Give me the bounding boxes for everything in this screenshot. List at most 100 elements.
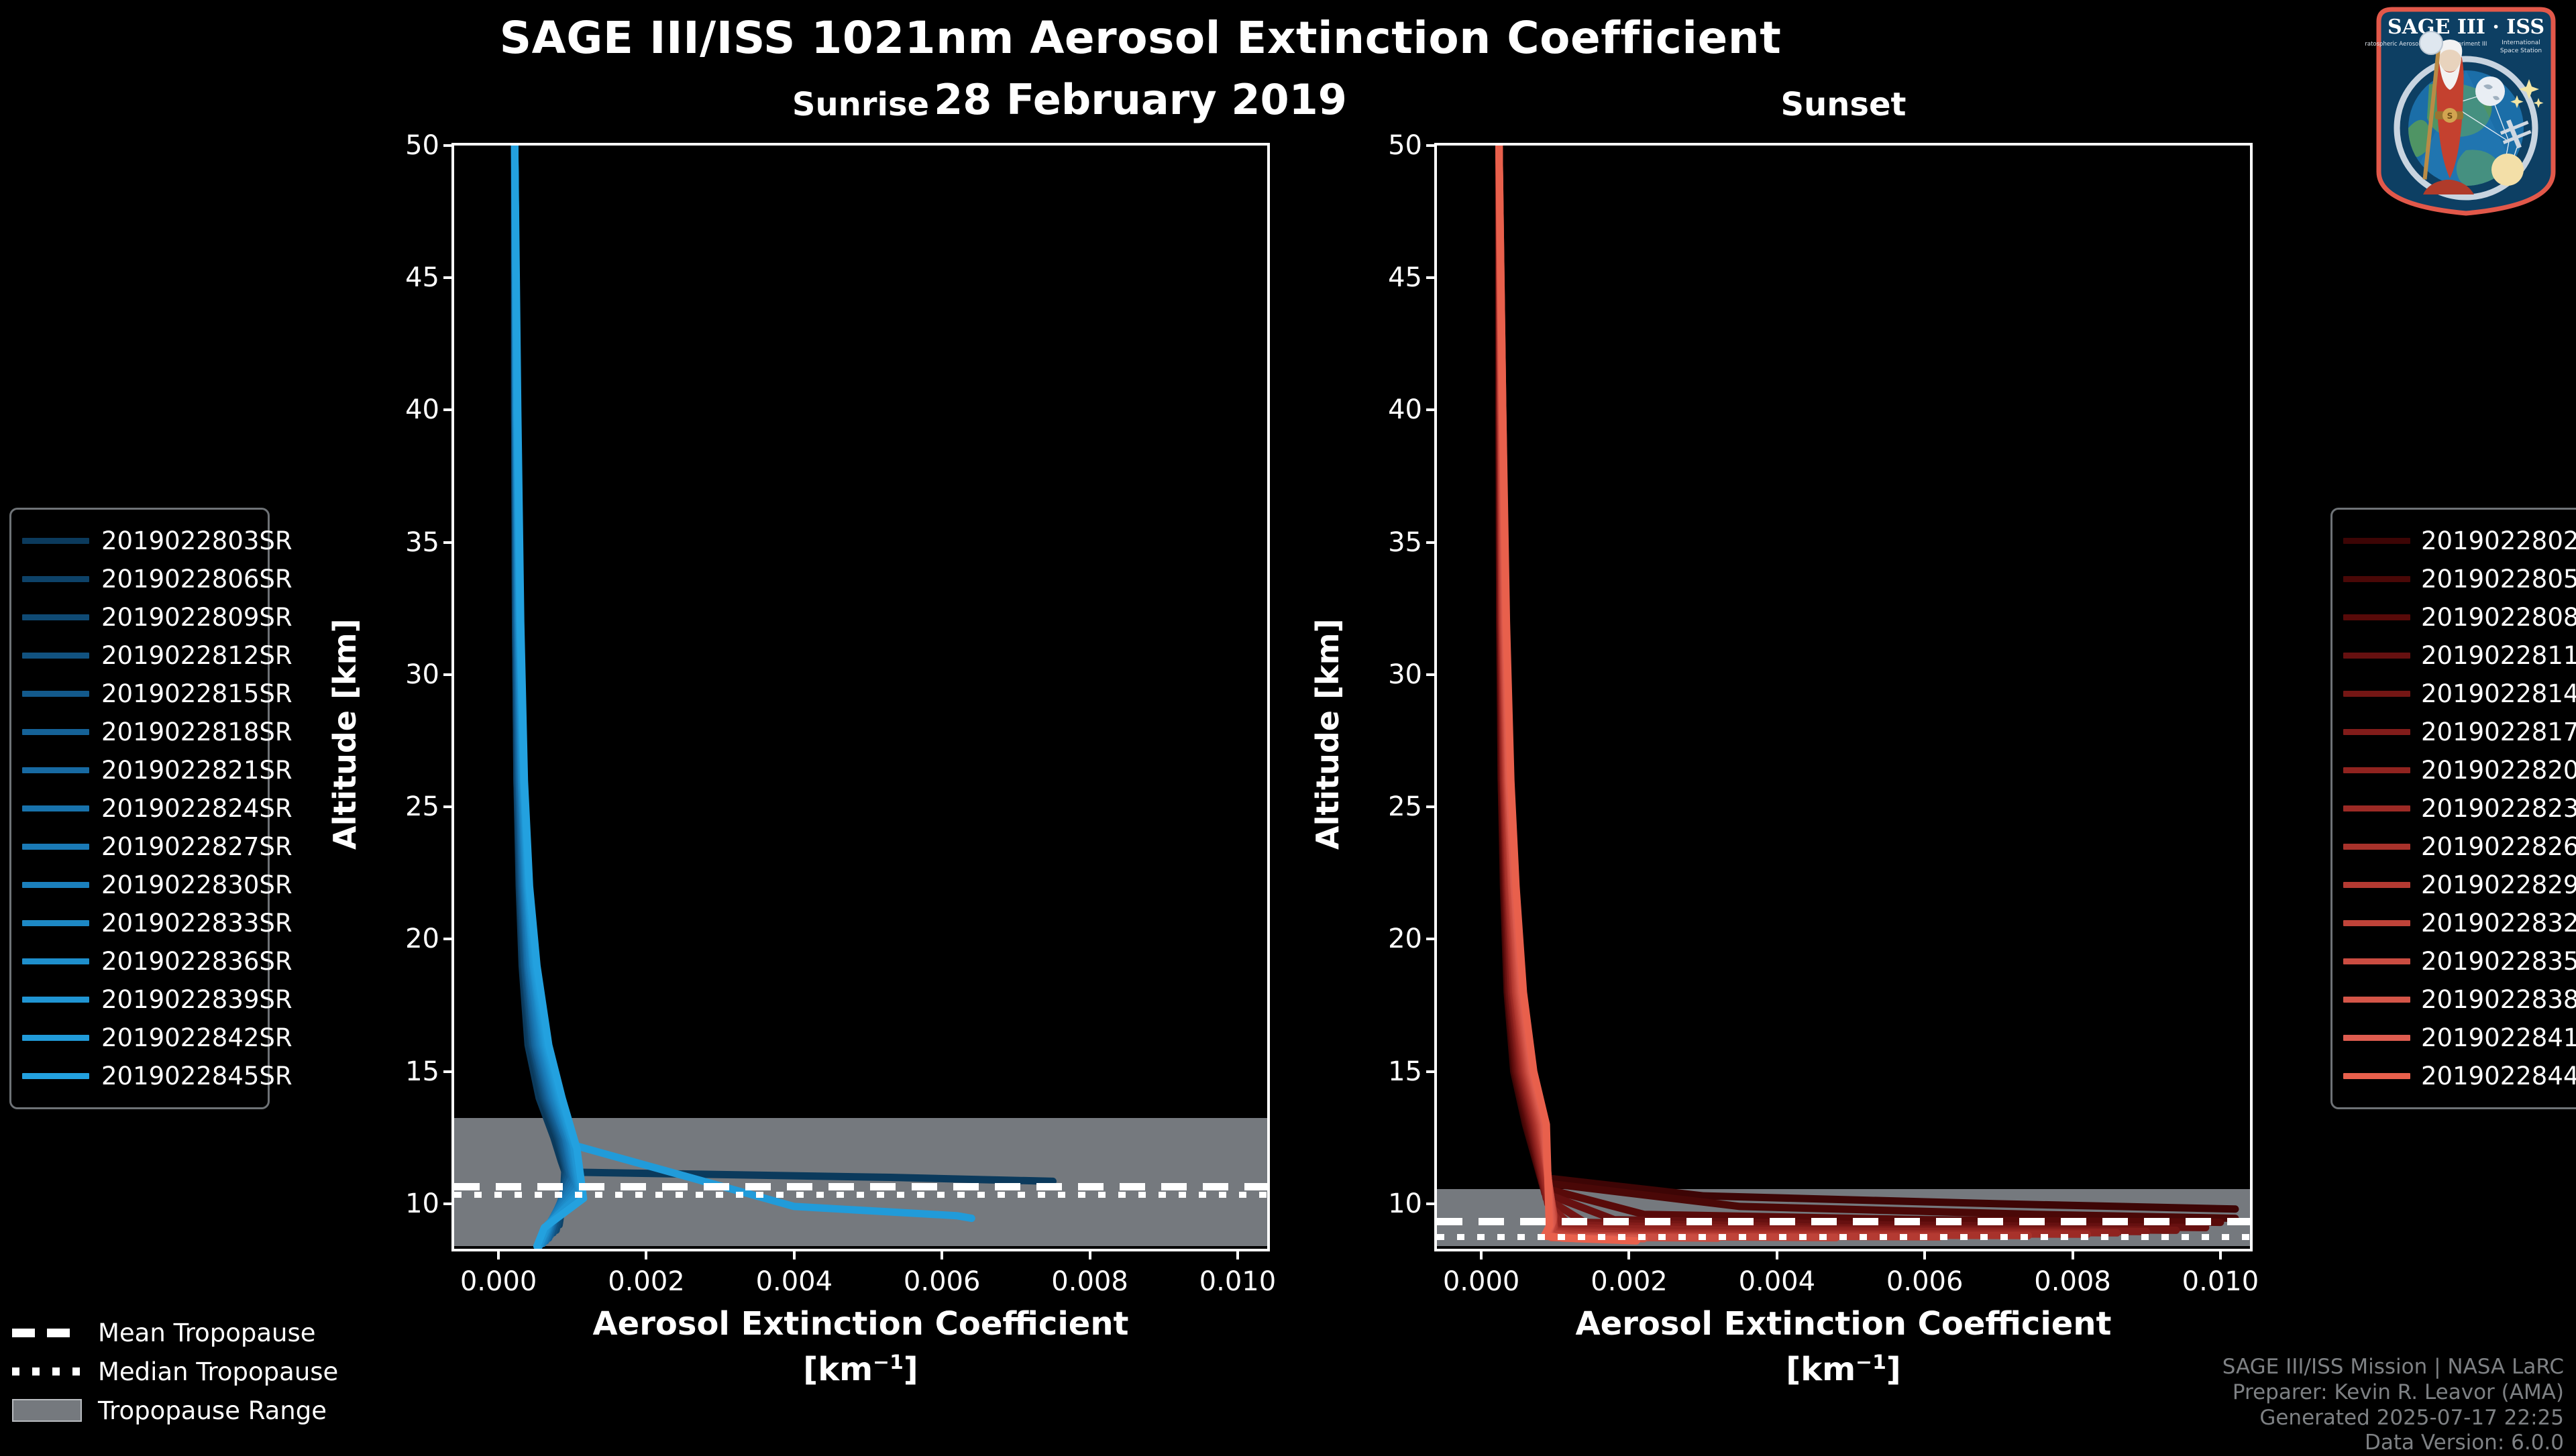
legend-color-swatch <box>2343 653 2410 659</box>
legend-item-label: 2019022833SR <box>101 909 292 938</box>
legend-item[interactable]: 2019022824SR <box>22 789 292 828</box>
legend-color-swatch <box>22 805 89 811</box>
legend-color-swatch <box>2343 844 2410 850</box>
y-tick-mark <box>443 276 454 280</box>
legend-item[interactable]: 2019022812SR <box>22 636 292 675</box>
data-series-line <box>1495 146 2239 1223</box>
legend-color-swatch <box>2343 614 2410 620</box>
legend-item-label: 2019022814SS <box>2421 679 2576 708</box>
legend-item[interactable]: 2019022814SS <box>2343 675 2576 713</box>
legend-item-label: 2019022818SR <box>101 718 292 746</box>
legend-color-swatch <box>22 576 89 582</box>
y-tick-mark <box>1426 1070 1437 1073</box>
x-tick-mark <box>941 1249 944 1259</box>
legend-item[interactable]: 2019022829SS <box>2343 866 2576 904</box>
legend-color-swatch <box>22 882 89 888</box>
legend-item[interactable]: 2019022830SR <box>22 866 292 904</box>
legend-item[interactable]: 2019022805SS <box>2343 560 2576 598</box>
legend-item-label: 2019022815SR <box>101 679 292 708</box>
legend-item[interactable]: 2019022827SR <box>22 828 292 866</box>
legend-color-swatch <box>22 1073 89 1079</box>
y-tick-label: 40 <box>1388 394 1422 426</box>
x-tick-label: 0.000 <box>1442 1266 1520 1297</box>
legend-color-swatch <box>2343 576 2410 582</box>
y-tick-mark <box>1426 938 1437 941</box>
y-tick-label: 20 <box>1388 923 1422 955</box>
legend-item[interactable]: 2019022809SR <box>22 598 292 636</box>
y-tick-label: 20 <box>405 923 439 955</box>
legend-item[interactable]: 2019022841SS <box>2343 1019 2576 1057</box>
y-tick-mark <box>1426 673 1437 676</box>
x-tick-mark <box>1480 1249 1483 1259</box>
legend-item-label: 2019022820SS <box>2421 756 2576 785</box>
tropopause-legend-item: Tropopause Range <box>12 1391 361 1430</box>
legend-item-label: 2019022806SR <box>101 565 292 594</box>
legend-item[interactable]: 2019022835SS <box>2343 942 2576 981</box>
tropopause-legend-label: Tropopause Range <box>98 1396 327 1425</box>
y-tick-label: 30 <box>405 659 439 690</box>
data-series-line <box>1495 146 2224 1227</box>
data-series-line <box>1495 146 1943 1241</box>
svg-text:Space Station: Space Station <box>2500 48 2542 54</box>
legend-item[interactable]: 2019022817SS <box>2343 713 2576 751</box>
y-tick-mark <box>443 408 454 412</box>
legend-item-label: 2019022832SS <box>2421 909 2576 938</box>
page-title: SAGE III/ISS 1021nm Aerosol Extinction C… <box>499 12 1782 64</box>
series-layer <box>511 146 1057 1249</box>
footer-metadata: SAGE III/ISS Mission | NASA LaRC Preparer… <box>2222 1355 2564 1456</box>
sunset-plot-area <box>1437 146 2250 1249</box>
legend-color-swatch <box>22 767 89 773</box>
legend-color-swatch <box>22 538 89 544</box>
y-tick-mark <box>443 1202 454 1205</box>
legend-item-label: 2019022836SR <box>101 947 292 976</box>
mean-tropopause-line <box>454 1183 1267 1191</box>
legend-item[interactable]: 2019022806SR <box>22 560 292 598</box>
x-tick-label: 0.004 <box>1738 1266 1816 1297</box>
legend-item[interactable]: 2019022823SS <box>2343 789 2576 828</box>
y-tick-mark <box>1426 408 1437 412</box>
legend-item[interactable]: 2019022820SS <box>2343 751 2576 789</box>
legend-item[interactable]: 2019022838SS <box>2343 981 2576 1019</box>
y-tick-label: 35 <box>405 526 439 558</box>
legend-item[interactable]: 2019022845SR <box>22 1057 292 1095</box>
x-axis-label: Aerosol Extinction Coefficient <box>592 1305 1129 1343</box>
y-tick-label: 25 <box>1388 791 1422 823</box>
y-axis-label: Altitude [km] <box>1309 618 1346 850</box>
x-axis-units: [km−1] <box>803 1351 918 1388</box>
y-tick-mark <box>443 1070 454 1073</box>
median-tropopause-line <box>1437 1234 2250 1241</box>
y-tick-label: 15 <box>405 1056 439 1087</box>
y-tick-mark <box>1426 276 1437 280</box>
legend-item[interactable]: 2019022821SR <box>22 751 292 789</box>
y-tick-mark <box>1426 144 1437 147</box>
date-subtitle: 28 February 2019 <box>934 75 1347 124</box>
tropopause-range-band <box>454 1117 1267 1247</box>
legend-item[interactable]: 2019022815SR <box>22 675 292 713</box>
legend-item[interactable]: 2019022836SR <box>22 942 292 981</box>
mean-tropopause-line <box>1437 1217 2250 1225</box>
left-panel-title: Sunrise <box>792 86 930 123</box>
y-tick-mark <box>443 541 454 544</box>
legend-item[interactable]: 2019022826SS <box>2343 828 2576 866</box>
legend-item[interactable]: 2019022808SS <box>2343 598 2576 636</box>
legend-color-swatch <box>2343 920 2410 926</box>
legend-item[interactable]: 2019022803SR <box>22 522 292 560</box>
x-tick-label: 0.008 <box>2034 1266 2111 1297</box>
legend-item[interactable]: 2019022839SR <box>22 981 292 1019</box>
legend-item[interactable]: 2019022818SR <box>22 713 292 751</box>
legend-item[interactable]: 2019022842SR <box>22 1019 292 1057</box>
x-tick-mark <box>1236 1249 1239 1259</box>
legend-item-label: 2019022809SR <box>101 603 292 632</box>
legend-item[interactable]: 2019022811SS <box>2343 636 2576 675</box>
legend-item[interactable]: 2019022844SS <box>2343 1057 2576 1095</box>
x-tick-mark <box>645 1249 648 1259</box>
legend-color-swatch <box>22 997 89 1003</box>
legend-item[interactable]: 2019022802SS <box>2343 522 2576 560</box>
legend-item[interactable]: 2019022832SS <box>2343 904 2576 942</box>
sunrise-legend[interactable]: 2019022803SR 2019022806SR 2019022809SR 2019… <box>9 508 292 1109</box>
legend-color-swatch <box>22 1035 89 1041</box>
sunset-legend[interactable]: 2019022802SS 2019022805SS 2019022808SS 2019… <box>2330 508 2576 1109</box>
legend-item-label: 2019022830SR <box>101 871 292 899</box>
svg-text:SAGE III · ISS: SAGE III · ISS <box>2387 15 2544 39</box>
legend-item[interactable]: 2019022833SR <box>22 904 292 942</box>
